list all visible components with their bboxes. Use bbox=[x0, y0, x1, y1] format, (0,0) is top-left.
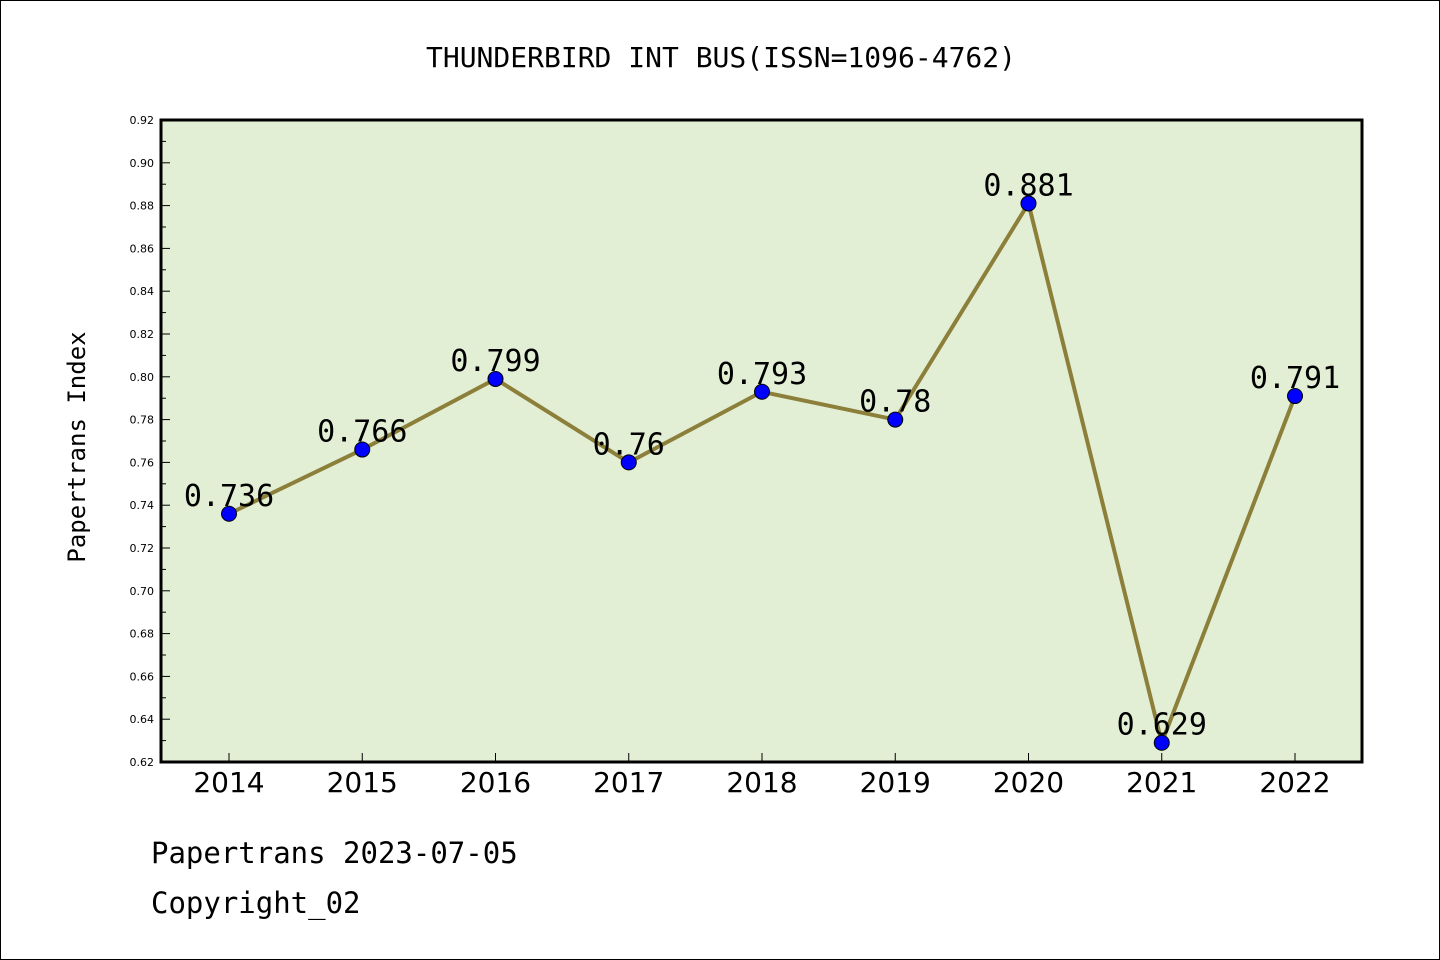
x-tick-label: 2021 bbox=[1126, 766, 1197, 799]
data-point-2019 bbox=[887, 411, 904, 428]
y-axis-label: Papertrans Index bbox=[63, 331, 91, 562]
footer-date: Papertrans 2023-07-05 bbox=[151, 836, 518, 870]
y-tick-label: 0.86 bbox=[130, 242, 155, 255]
y-tick-label: 0.90 bbox=[130, 157, 155, 170]
x-tick-label: 2018 bbox=[726, 766, 797, 799]
footer-copyright: Copyright_02 bbox=[151, 886, 361, 920]
data-point-2021 bbox=[1153, 734, 1170, 751]
y-tick-label: 0.64 bbox=[130, 713, 155, 726]
y-tick-label: 0.78 bbox=[130, 414, 155, 427]
data-label-2022: 0.791 bbox=[1250, 361, 1340, 396]
y-tick-label: 0.92 bbox=[130, 114, 155, 127]
data-label-2020: 0.881 bbox=[983, 168, 1073, 203]
data-labels: 0.736 0.766 0.799 0.76 0.793 0.78 0.881 0.629 0.… bbox=[184, 168, 1340, 742]
x-tick-label: 2020 bbox=[993, 766, 1064, 799]
x-tick-label: 2016 bbox=[460, 766, 531, 799]
data-label-2017: 0.76 bbox=[593, 427, 665, 462]
y-tick-label: 0.70 bbox=[130, 585, 155, 598]
data-point-2022 bbox=[1287, 388, 1303, 405]
y-tick-label: 0.84 bbox=[130, 285, 155, 298]
data-label-2019: 0.78 bbox=[859, 385, 931, 420]
y-tick-label: 0.62 bbox=[130, 756, 155, 769]
data-point-2015 bbox=[354, 441, 371, 458]
y-tick-label: 0.74 bbox=[130, 499, 155, 512]
chart-title: THUNDERBIRD INT BUS(ISSN=1096-4762) bbox=[426, 41, 1016, 74]
x-tick-label: 2015 bbox=[327, 766, 398, 799]
data-label-2016: 0.799 bbox=[450, 344, 540, 379]
x-tick-label: 2017 bbox=[593, 766, 664, 799]
y-tick-label: 0.80 bbox=[130, 371, 155, 384]
y-tick-label: 0.88 bbox=[130, 200, 155, 213]
y-tick-label: 0.82 bbox=[130, 328, 155, 341]
y-tick-label: 0.68 bbox=[130, 628, 155, 641]
x-tick-label: 2014 bbox=[193, 766, 264, 799]
data-point-2017 bbox=[620, 454, 637, 471]
x-tick-label: 2022 bbox=[1259, 766, 1330, 799]
data-point-2016 bbox=[487, 370, 504, 387]
y-tick-label: 0.66 bbox=[130, 670, 155, 683]
data-label-2018: 0.793 bbox=[717, 357, 807, 392]
y-tick-label: 0.76 bbox=[130, 456, 155, 469]
x-axis: 2014 2015 2016 2017 2018 2019 2020 2021 2022 bbox=[193, 753, 1331, 799]
data-point-2020 bbox=[1020, 195, 1037, 212]
data-point-2014 bbox=[221, 505, 237, 522]
data-markers bbox=[221, 195, 1303, 751]
data-point-2018 bbox=[754, 383, 770, 400]
x-tick-label: 2019 bbox=[860, 766, 931, 799]
data-label-2014: 0.736 bbox=[184, 479, 274, 514]
y-tick-label: 0.72 bbox=[130, 542, 155, 555]
plot-area bbox=[161, 120, 1362, 762]
data-label-2015: 0.766 bbox=[317, 415, 407, 450]
plot-frame bbox=[159, 118, 1364, 764]
data-label-2021: 0.629 bbox=[1117, 708, 1207, 743]
y-axis: 0.62 0.64 0.66 0.68 0.70 0.72 0.74 0.76 0.78 0.80… bbox=[130, 114, 170, 769]
